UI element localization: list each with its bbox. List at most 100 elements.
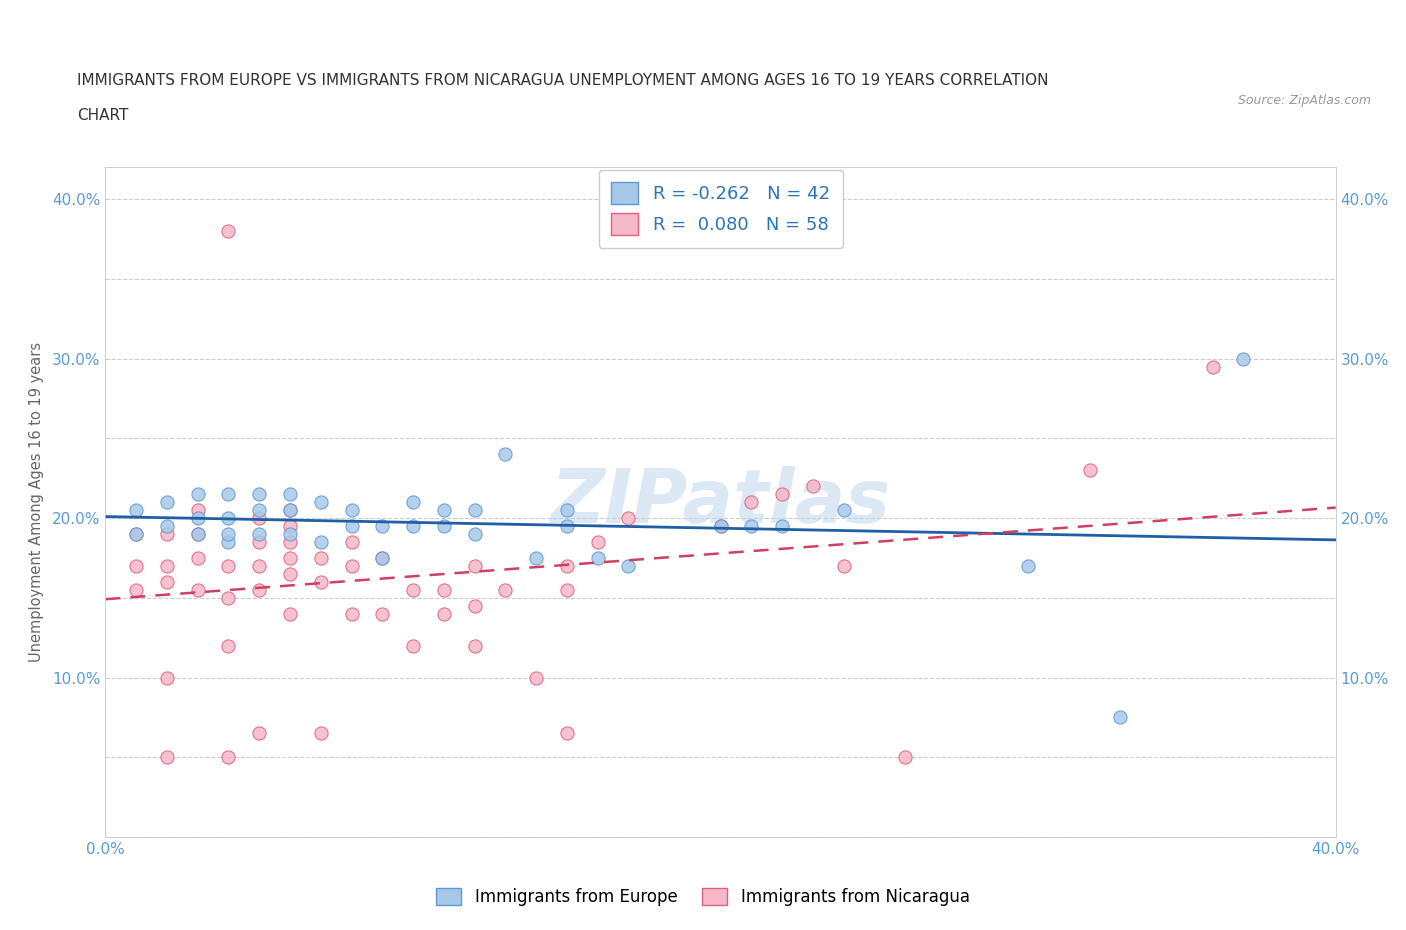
Point: [586, 551, 609, 565]
Point: [433, 606, 456, 621]
Point: [770, 519, 793, 534]
Point: [309, 535, 332, 550]
Point: [187, 486, 209, 501]
Point: [278, 606, 301, 621]
Point: [340, 519, 363, 534]
Point: [247, 503, 270, 518]
Point: [555, 726, 578, 741]
Point: [555, 582, 578, 597]
Point: [278, 486, 301, 501]
Point: [402, 638, 425, 653]
Point: [464, 526, 486, 541]
Point: [524, 671, 547, 685]
Point: [586, 535, 609, 550]
Point: [247, 486, 270, 501]
Point: [218, 511, 240, 525]
Point: [494, 447, 516, 462]
Point: [464, 503, 486, 518]
Point: [710, 519, 733, 534]
Point: [218, 486, 240, 501]
Point: [340, 606, 363, 621]
Point: [770, 486, 793, 501]
Point: [247, 526, 270, 541]
Point: [218, 535, 240, 550]
Point: [156, 671, 179, 685]
Point: [187, 551, 209, 565]
Point: [278, 519, 301, 534]
Point: [340, 503, 363, 518]
Point: [740, 519, 762, 534]
Point: [464, 638, 486, 653]
Point: [371, 606, 394, 621]
Text: CHART: CHART: [77, 108, 129, 123]
Point: [555, 559, 578, 574]
Point: [278, 503, 301, 518]
Point: [309, 551, 332, 565]
Point: [125, 503, 148, 518]
Point: [156, 519, 179, 534]
Point: [617, 511, 640, 525]
Point: [125, 582, 148, 597]
Point: [555, 519, 578, 534]
Point: [218, 224, 240, 239]
Point: [433, 519, 456, 534]
Point: [832, 503, 855, 518]
Point: [832, 559, 855, 574]
Point: [247, 582, 270, 597]
Point: [371, 551, 394, 565]
Point: [156, 575, 179, 590]
Point: [402, 495, 425, 510]
Point: [278, 503, 301, 518]
Point: [218, 638, 240, 653]
Point: [464, 559, 486, 574]
Point: [218, 750, 240, 764]
Point: [555, 503, 578, 518]
Point: [710, 519, 733, 534]
Point: [156, 750, 179, 764]
Point: [218, 526, 240, 541]
Point: [278, 526, 301, 541]
Point: [1201, 359, 1223, 374]
Point: [464, 598, 486, 613]
Point: [278, 566, 301, 581]
Point: [218, 591, 240, 605]
Point: [309, 495, 332, 510]
Point: [125, 526, 148, 541]
Point: [801, 479, 824, 494]
Point: [371, 551, 394, 565]
Point: [433, 582, 456, 597]
Point: [402, 519, 425, 534]
Point: [156, 495, 179, 510]
Point: [247, 726, 270, 741]
Text: Source: ZipAtlas.com: Source: ZipAtlas.com: [1237, 94, 1371, 107]
Point: [309, 726, 332, 741]
Point: [187, 503, 209, 518]
Point: [187, 511, 209, 525]
Point: [156, 559, 179, 574]
Point: [617, 559, 640, 574]
Point: [340, 559, 363, 574]
Point: [187, 526, 209, 541]
Text: ZIPatlas: ZIPatlas: [551, 466, 890, 538]
Y-axis label: Unemployment Among Ages 16 to 19 years: Unemployment Among Ages 16 to 19 years: [28, 342, 44, 662]
Point: [894, 750, 917, 764]
Point: [433, 503, 456, 518]
Point: [218, 559, 240, 574]
Point: [156, 526, 179, 541]
Point: [340, 535, 363, 550]
Point: [1078, 463, 1101, 478]
Point: [278, 535, 301, 550]
Point: [740, 495, 762, 510]
Legend: R = -0.262   N = 42, R =  0.080   N = 58: R = -0.262 N = 42, R = 0.080 N = 58: [599, 170, 842, 248]
Point: [187, 582, 209, 597]
Point: [1017, 559, 1039, 574]
Point: [247, 535, 270, 550]
Point: [125, 526, 148, 541]
Point: [187, 526, 209, 541]
Point: [278, 551, 301, 565]
Point: [247, 559, 270, 574]
Point: [1109, 710, 1132, 724]
Point: [309, 575, 332, 590]
Point: [494, 582, 516, 597]
Text: IMMIGRANTS FROM EUROPE VS IMMIGRANTS FROM NICARAGUA UNEMPLOYMENT AMONG AGES 16 T: IMMIGRANTS FROM EUROPE VS IMMIGRANTS FRO…: [77, 73, 1049, 88]
